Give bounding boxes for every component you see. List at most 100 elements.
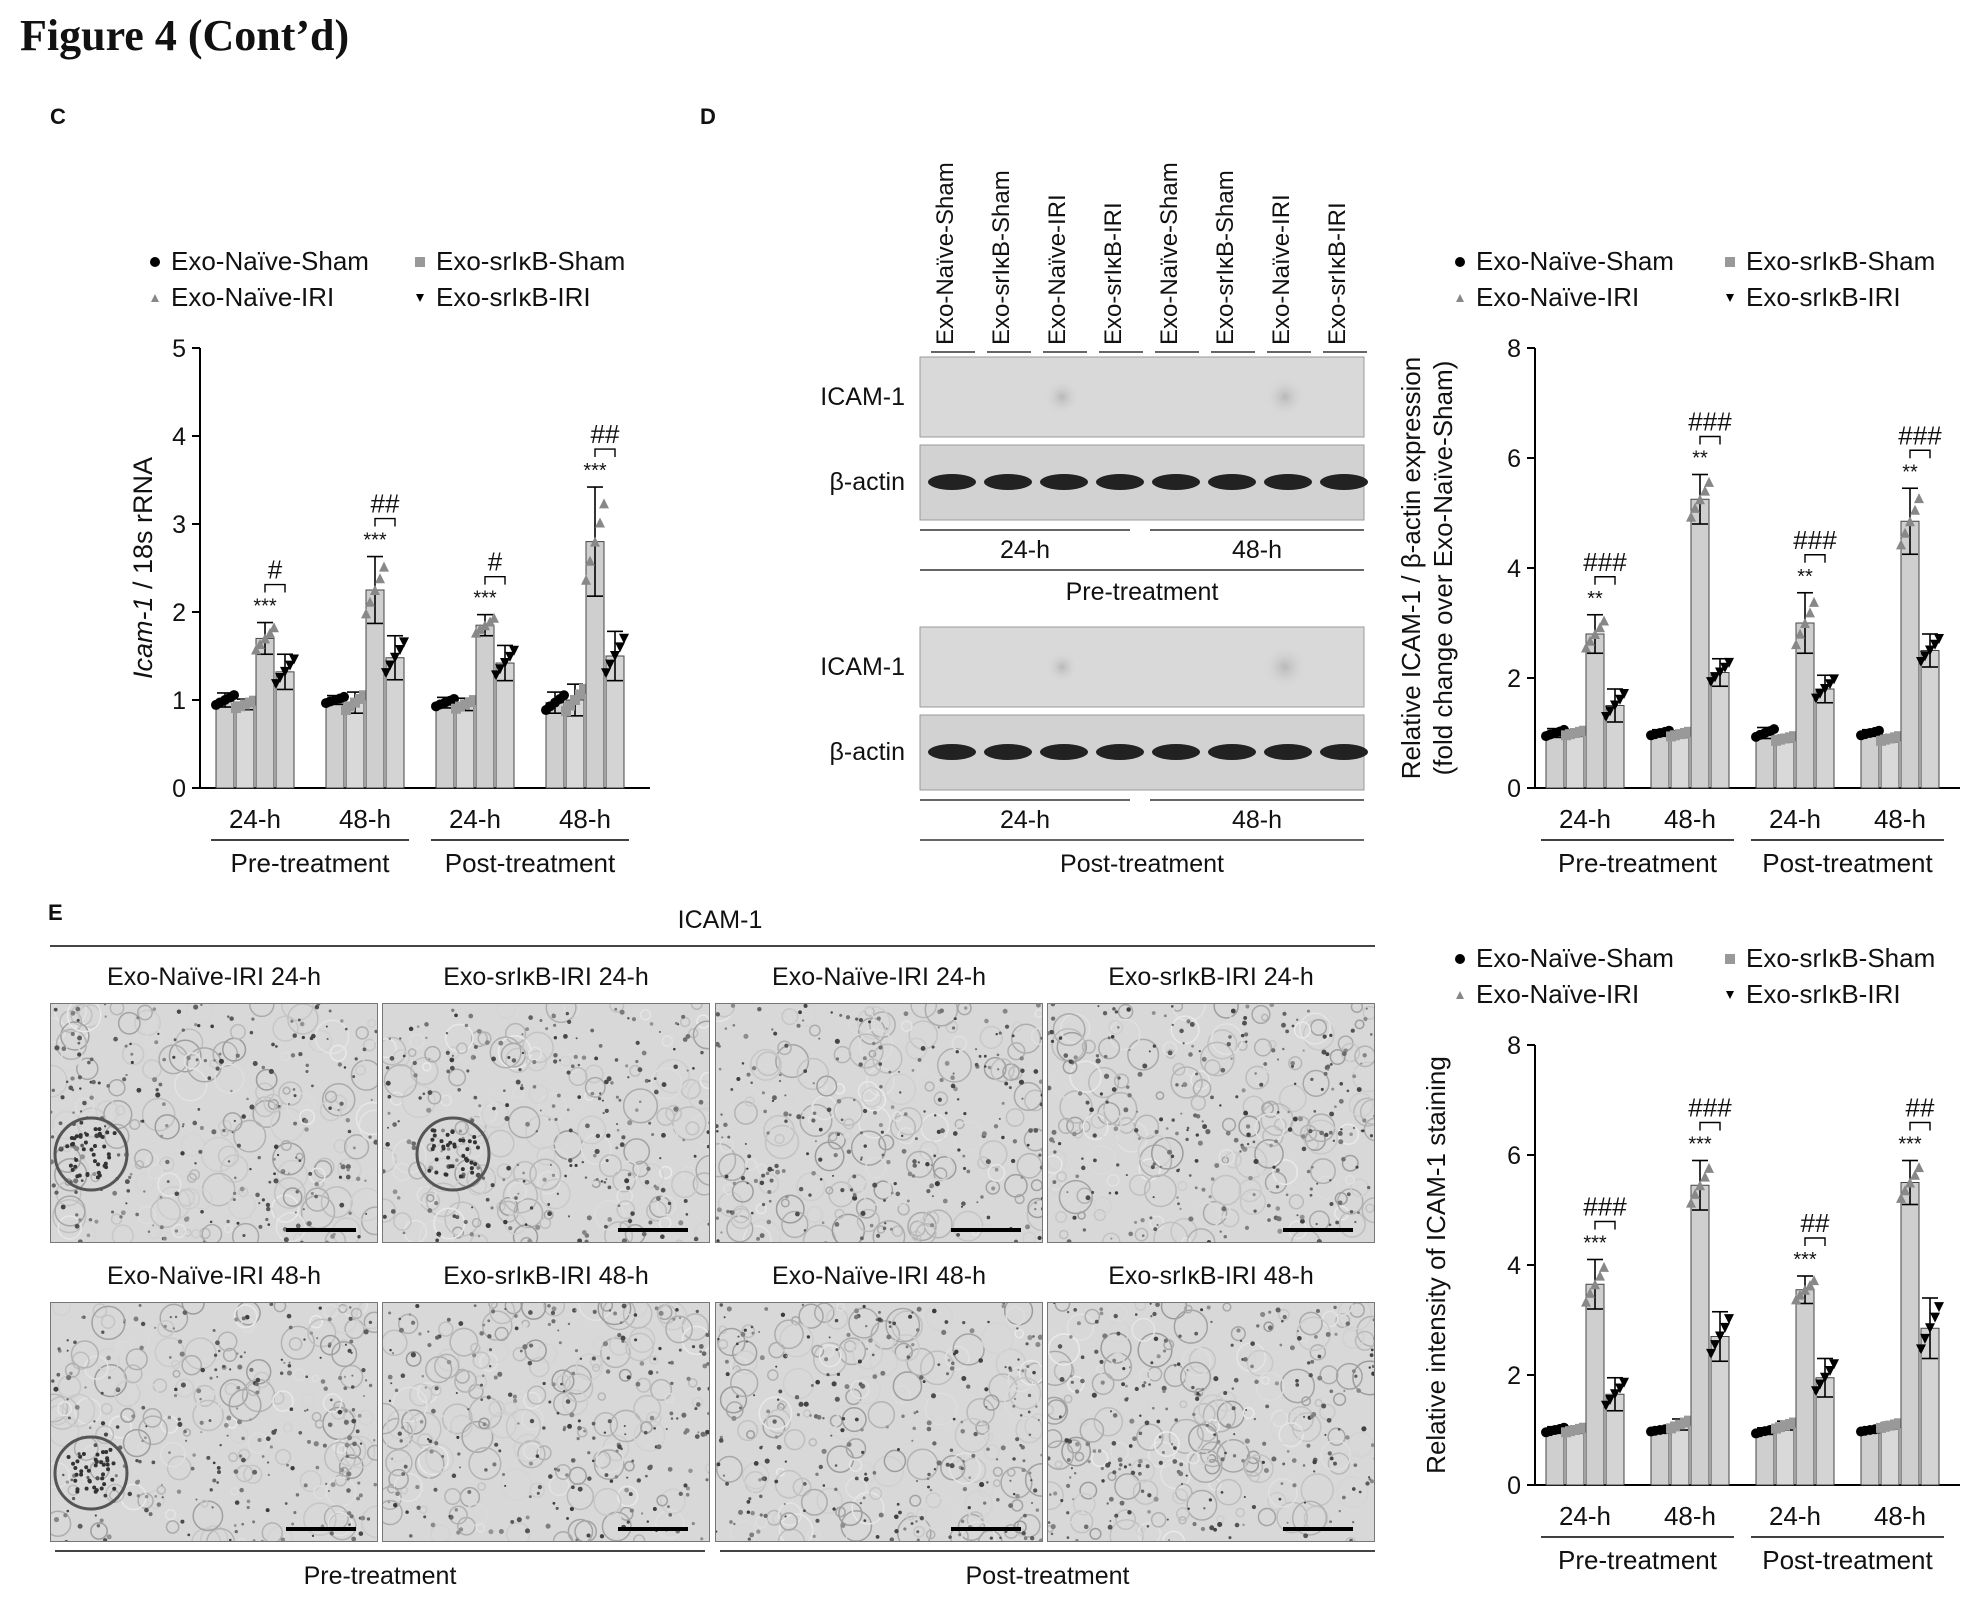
tissue-texture	[907, 1211, 937, 1242]
tissue-texture	[609, 1004, 625, 1013]
tissue-texture	[1115, 1509, 1137, 1531]
tissue-nucleus	[1008, 1503, 1014, 1508]
tissue-nucleus	[803, 1509, 806, 1513]
data-point	[225, 692, 235, 703]
significance-bracket	[374, 517, 396, 527]
tissue-nucleus	[1254, 1072, 1257, 1075]
tissue-nucleus	[1361, 1426, 1367, 1432]
tissue-texture	[734, 1100, 758, 1125]
tissue-nucleus	[89, 1057, 94, 1062]
tissue-nucleus	[1354, 1220, 1357, 1224]
tissue-nucleus	[1331, 1087, 1335, 1091]
tissue-nucleus	[521, 1033, 524, 1036]
tissue-nucleus	[1239, 1150, 1242, 1153]
legend-label: Exo-srIκB-IRI	[1746, 979, 1901, 1009]
tissue-nucleus	[860, 1158, 863, 1161]
tissue-texture	[892, 1371, 923, 1401]
tissue-nucleus	[376, 1082, 377, 1084]
tissue-nucleus	[835, 1348, 839, 1352]
data-point	[1900, 527, 1910, 538]
tissue-nucleus	[835, 1057, 839, 1061]
tissue-texture	[983, 1444, 1000, 1461]
tissue-nucleus	[553, 1059, 558, 1064]
tissue-nucleus	[575, 1037, 578, 1040]
tissue-texture	[448, 1505, 468, 1525]
tissue-nucleus	[958, 1533, 962, 1537]
data-point	[615, 642, 625, 653]
tissue-texture	[733, 1350, 758, 1375]
tissue-texture	[913, 1525, 925, 1538]
tissue-nucleus	[605, 1369, 611, 1374]
tissue-nucleus	[706, 1362, 709, 1366]
tissue-texture	[555, 1374, 571, 1390]
tissue-nucleus	[674, 1021, 678, 1025]
actin-band	[984, 474, 1032, 490]
tissue-texture	[1058, 1229, 1069, 1240]
tissue-nucleus	[446, 1317, 451, 1322]
tissue-nucleus	[577, 1063, 581, 1067]
tissue-nucleus	[209, 1376, 213, 1380]
tissue-nucleus	[1231, 1406, 1236, 1411]
tissue-nucleus	[922, 1380, 926, 1384]
tissue-nucleus	[860, 1383, 866, 1389]
tissue-nucleus	[859, 1501, 863, 1505]
tissue-nucleus	[707, 1412, 709, 1415]
tissue-nucleus	[1040, 1093, 1042, 1097]
data-point	[289, 654, 299, 665]
tissue-texture	[1287, 1406, 1314, 1432]
tissue-nucleus	[345, 1454, 350, 1459]
tissue-nucleus	[880, 1130, 884, 1134]
tissue-nucleus	[1093, 1158, 1097, 1163]
tissue-nucleus	[567, 1019, 572, 1024]
tissue-nucleus	[226, 1219, 230, 1224]
tissue-texture	[1291, 1500, 1328, 1536]
data-point	[1724, 1314, 1734, 1325]
tissue-nucleus	[615, 1146, 619, 1150]
blot-pre-label: Pre-treatment	[1066, 578, 1219, 606]
glomerulus-cell	[112, 1486, 117, 1491]
tissue-nucleus	[878, 1123, 883, 1128]
bar	[455, 703, 475, 789]
tissue-texture	[525, 1050, 548, 1072]
tissue-nucleus	[350, 1385, 355, 1389]
tissue-texture	[902, 1442, 915, 1454]
tissue-nucleus	[591, 1421, 596, 1426]
tissue-nucleus	[998, 1117, 1001, 1120]
data-point	[1811, 1386, 1821, 1397]
data-point	[1890, 732, 1900, 743]
y-tick-label: 4	[1507, 555, 1521, 583]
tissue-nucleus	[498, 1529, 504, 1534]
tissue-nucleus	[159, 1225, 164, 1230]
tissue-texture	[861, 1175, 892, 1206]
tissue-nucleus	[1155, 1303, 1160, 1308]
tissue-texture	[780, 1198, 790, 1208]
tissue-nucleus	[784, 1043, 789, 1048]
tissue-nucleus	[344, 1409, 348, 1413]
tissue-nucleus	[479, 1331, 484, 1336]
tissue-texture	[322, 1393, 343, 1413]
tissue-nucleus	[177, 1417, 181, 1421]
tissue-texture	[567, 1518, 594, 1541]
tissue-texture	[1048, 1154, 1063, 1175]
tissue-nucleus	[1195, 1133, 1199, 1137]
tissue-texture	[223, 1224, 233, 1234]
tissue-texture	[1194, 1202, 1222, 1229]
tissue-nucleus	[181, 1125, 184, 1128]
tissue-texture	[1334, 1205, 1349, 1221]
tissue-nucleus	[716, 1239, 720, 1242]
tissue-nucleus	[233, 1119, 236, 1123]
tissue-nucleus	[160, 1134, 164, 1138]
tissue-bg	[51, 1004, 377, 1242]
tissue-nucleus	[1317, 1354, 1322, 1359]
histo-label-r1-1: Exo-Naïve-IRI 24-h	[107, 963, 321, 991]
tissue-nucleus	[1299, 1214, 1305, 1220]
tissue-nucleus	[574, 1349, 579, 1353]
tissue-nucleus	[79, 1110, 83, 1113]
tissue-nucleus	[1177, 1202, 1180, 1206]
tissue-nucleus	[865, 1324, 868, 1328]
tissue-texture	[54, 1195, 86, 1227]
tissue-nucleus	[824, 1241, 827, 1242]
tissue-texture	[1359, 1098, 1374, 1126]
tissue-texture	[703, 1102, 709, 1112]
tissue-texture	[1187, 1423, 1219, 1455]
